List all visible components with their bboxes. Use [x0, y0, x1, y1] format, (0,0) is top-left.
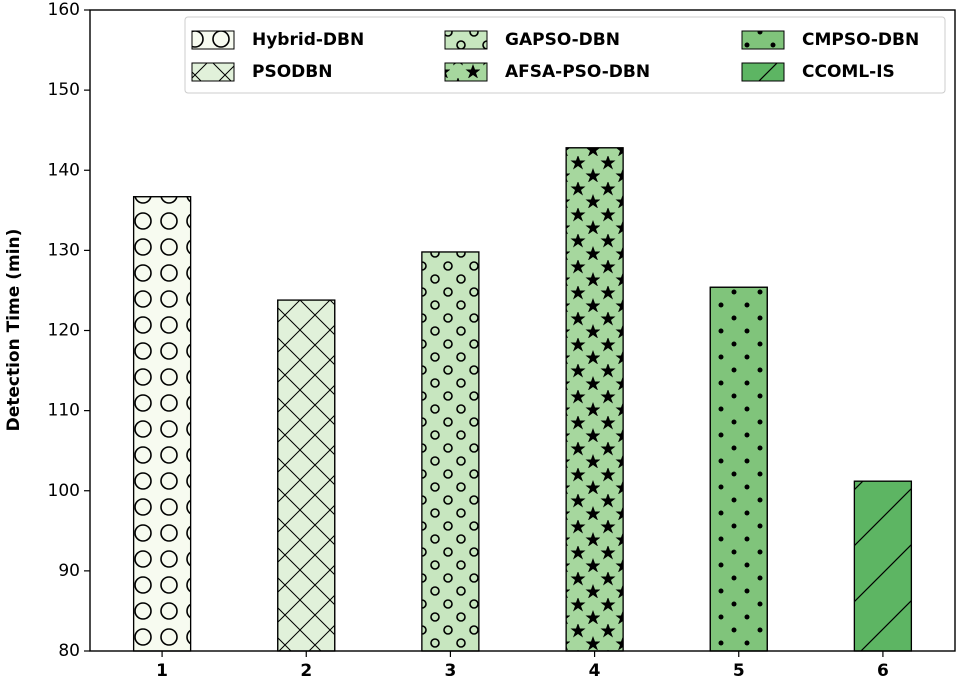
- x-tick-label: 2: [300, 661, 312, 681]
- legend-swatch-hatch: [191, 62, 235, 82]
- y-axis-label: Detection Time (min): [4, 229, 24, 432]
- legend-swatch-hatch: [741, 62, 785, 82]
- legend-label: Hybrid-DBN: [252, 30, 364, 50]
- bar-hatch: [421, 251, 480, 652]
- x-tick-label: 6: [877, 661, 889, 681]
- y-tick-label: 100: [48, 481, 80, 501]
- legend-swatch-hatch: [191, 30, 235, 50]
- x-tick-label: 3: [444, 661, 456, 681]
- y-tick-label: 150: [48, 80, 80, 100]
- legend-swatch-hatch: [741, 30, 785, 50]
- y-tick-label: 90: [58, 561, 80, 581]
- x-tick-label: 5: [733, 661, 745, 681]
- bar-hatch: [709, 286, 768, 652]
- y-tick-label: 120: [48, 321, 80, 341]
- bar-hatch: [853, 480, 913, 652]
- bar-hatch: [277, 299, 336, 652]
- y-tick-label: 110: [48, 401, 80, 421]
- bar-hatch: [132, 196, 192, 652]
- legend-label: CCOML-IS: [802, 62, 895, 82]
- x-tick-label: 4: [589, 661, 601, 681]
- y-tick-label: 80: [58, 641, 80, 661]
- legend-swatch-hatch: [444, 30, 488, 50]
- legend-label: AFSA-PSO-DBN: [505, 62, 650, 82]
- bar-hatch: [565, 147, 624, 652]
- plot-frame: [89, 9, 956, 652]
- y-tick-label: 130: [48, 240, 80, 260]
- x-tick-label: 1: [156, 661, 168, 681]
- legend-label: CMPSO-DBN: [802, 30, 919, 50]
- y-tick-label: 140: [48, 160, 80, 180]
- legend-label: PSODBN: [252, 62, 332, 82]
- y-tick-label: 160: [48, 0, 80, 20]
- legend-swatch-hatch: [444, 62, 488, 82]
- legend-label: GAPSO-DBN: [505, 30, 620, 50]
